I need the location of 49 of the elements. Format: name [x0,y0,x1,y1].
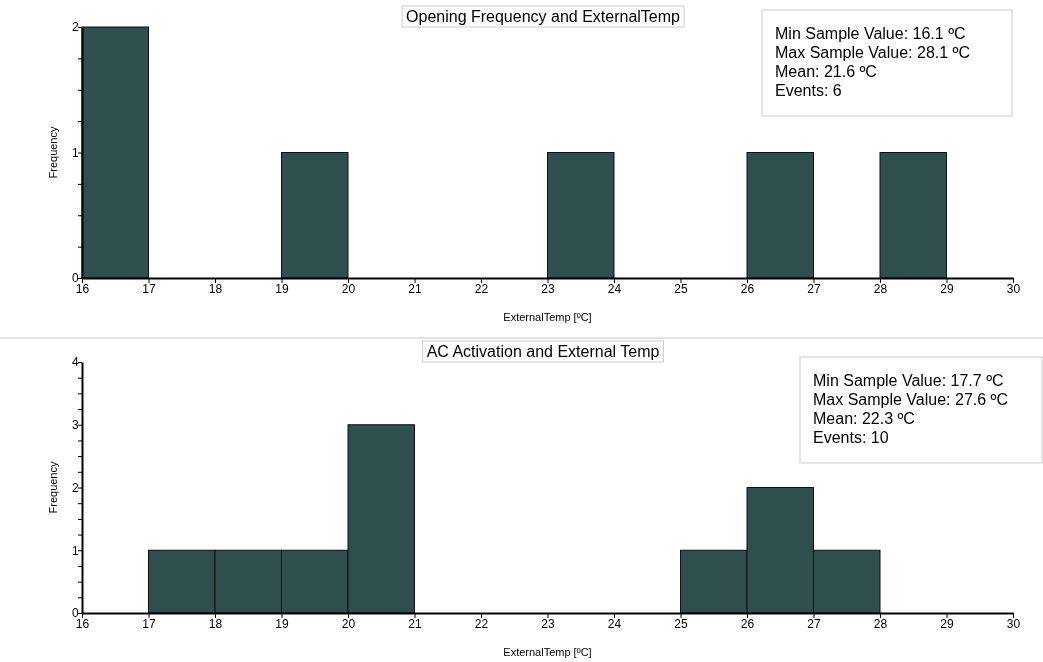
x-tick-label: 29 [940,617,954,632]
annotation: Min Sample Value: 16.1 ºC [775,25,966,42]
annotation: Mean: 21.6 ºC [775,63,877,80]
x-tick-label: 26 [740,282,755,297]
y-tick-label: 3 [71,418,79,433]
x-tick-label: 16 [75,282,90,297]
x-tick-label: 27 [807,617,821,632]
y-tick-label: 4 [71,355,79,370]
x-tick-label: 21 [408,617,422,632]
y-tick-label: 1 [71,145,79,160]
annotation: Events: 6 [775,82,842,99]
y-axis-title: Frequency [47,126,59,179]
x-tick-label: 22 [474,617,489,632]
y-axis-title: Frequency [47,461,59,514]
annotation: Max Sample Value: 28.1 ºC [775,44,970,61]
x-tick-label: 28 [873,617,888,632]
x-tick-label: 19 [275,282,289,297]
annotation: Min Sample Value: 17.7 ºC [813,372,1004,389]
x-tick-label: 27 [807,282,821,297]
annotation: Events: 10 [813,429,889,446]
x-tick-label: 24 [607,282,622,297]
x-tick-label: 30 [1006,282,1021,297]
x-tick-label: 20 [341,282,356,297]
x-axis-title: ExternalTemp [ºC] [503,311,592,323]
x-tick-label: 26 [740,617,755,632]
x-tick-label: 16 [75,617,90,632]
x-tick-label: 25 [674,282,688,297]
x-tick-label: 23 [541,282,555,297]
x-tick-label: 19 [275,617,289,632]
x-tick-label: 18 [208,617,223,632]
x-tick-label: 29 [940,282,954,297]
annotation: Max Sample Value: 27.6 ºC [813,391,1008,408]
chart-title: Opening Frequency and ExternalTemp [406,8,681,25]
x-tick-label: 28 [873,282,888,297]
x-tick-label: 23 [541,617,555,632]
x-tick-label: 17 [142,617,156,632]
x-tick-label: 30 [1006,617,1021,632]
annotation: Mean: 22.3 ºC [813,410,915,427]
x-tick-label: 20 [341,617,356,632]
x-tick-label: 22 [474,282,489,297]
y-tick-label: 2 [71,480,79,495]
y-tick-label: 1 [71,543,79,558]
y-tick-label: 2 [71,20,79,35]
x-axis-title: ExternalTemp [ºC] [503,646,592,658]
x-tick-label: 25 [674,617,688,632]
x-tick-label: 18 [208,282,223,297]
x-tick-label: 17 [142,282,156,297]
x-tick-label: 24 [607,617,622,632]
x-tick-label: 21 [408,282,422,297]
